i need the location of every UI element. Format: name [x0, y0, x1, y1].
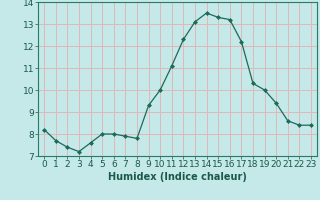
X-axis label: Humidex (Indice chaleur): Humidex (Indice chaleur): [108, 172, 247, 182]
